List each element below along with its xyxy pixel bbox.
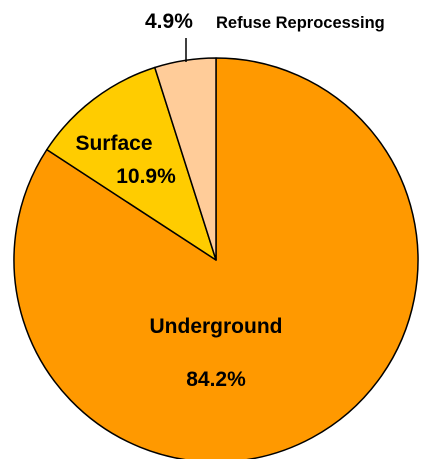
surface-label: Surface [75,132,152,155]
refuse-reprocessing-label: Refuse Reprocessing [216,14,385,32]
underground-percent-label: 84.2% [186,368,246,391]
pie-slices [13,57,419,459]
underground-label: Underground [150,315,283,338]
refuse-reprocessing-percent-label: 4.9% [145,10,193,33]
pie-slice-surface [46,66,217,261]
pie-slice-refuse-reprocessing [154,57,217,261]
surface-percent-label: 10.9% [116,165,176,188]
